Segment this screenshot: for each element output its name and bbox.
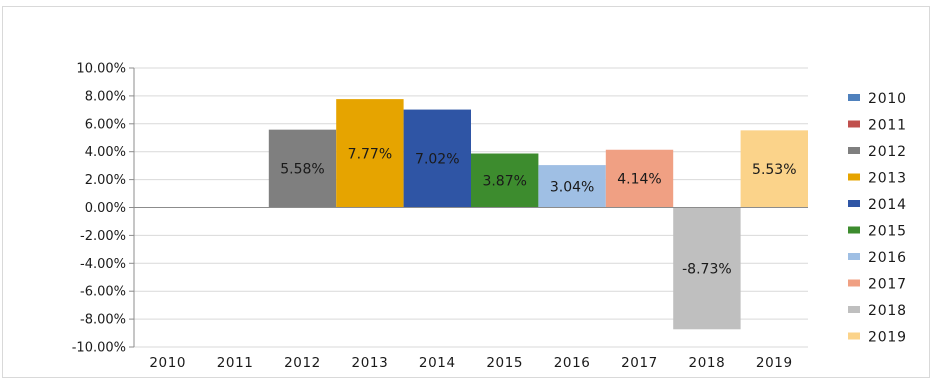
x-tick-label: 2018 — [689, 355, 726, 371]
x-tick-label: 2019 — [756, 355, 793, 371]
legend-label-2017: 2017 — [868, 277, 907, 293]
data-label-2019: 5.53% — [752, 162, 796, 178]
bar-2017 — [605, 149, 674, 208]
data-labels: 5.58% 7.77% 7.02% 3.87% 3.04% 4.14% -8.73% 5.53… — [280, 146, 796, 277]
bar-2016 — [538, 165, 606, 208]
bar-2013 — [336, 99, 404, 208]
bar-2015 — [471, 153, 539, 208]
legend-label-2016: 2016 — [868, 250, 907, 266]
data-label-2013: 7.77% — [348, 146, 392, 162]
legend-swatch-2012 — [848, 147, 860, 154]
y-tick-label: -4.00% — [80, 257, 126, 272]
x-tick-label: 2013 — [352, 355, 389, 371]
x-tick-label: 2016 — [554, 355, 591, 371]
x-tick-label: 2012 — [284, 355, 321, 371]
legend-label-2019: 2019 — [868, 330, 907, 346]
y-tick-label: -6.00% — [80, 285, 126, 300]
legend-swatch-2014 — [848, 200, 860, 207]
legend-label-2014: 2014 — [868, 197, 907, 213]
y-tick-label: -8.00% — [80, 313, 126, 328]
legend-swatch-2018 — [848, 306, 860, 313]
y-tick-label: -2.00% — [80, 229, 126, 244]
legend-swatch-2015 — [848, 226, 860, 234]
y-tick-label: 2.00% — [85, 173, 126, 188]
y-tick-label: 8.00% — [85, 89, 126, 104]
x-tick-label: 2011 — [217, 355, 254, 371]
bars — [268, 99, 808, 330]
legend-swatch-2013 — [848, 173, 860, 181]
data-label-2012: 5.58% — [280, 162, 324, 178]
data-label-2018: -8.73% — [682, 261, 732, 277]
legend-label-2013: 2013 — [868, 171, 907, 187]
x-tick-label: 2010 — [149, 355, 186, 371]
y-tick-label: 4.00% — [85, 145, 126, 160]
bar-2019 — [740, 130, 808, 208]
data-label-2016: 3.04% — [550, 179, 594, 195]
y-tick-label: 0.00% — [85, 201, 126, 216]
y-axis: 10.00% 8.00% 6.00% 4.00% 2.00% 0.00% -2.00% -4.… — [72, 62, 135, 356]
legend-swatch-2017 — [848, 279, 860, 287]
y-tick-label: 6.00% — [85, 117, 126, 132]
bar-2014 — [403, 109, 471, 208]
legend-swatch-2011 — [848, 120, 860, 128]
legend-label-2012: 2012 — [868, 144, 907, 160]
data-label-2015: 3.87% — [482, 174, 526, 190]
legend-swatch-2016 — [848, 253, 860, 260]
legend: 2010 2011 2012 2013 2014 2015 2016 2017 2018 2019 — [848, 91, 907, 346]
bar-2012 — [268, 129, 337, 208]
legend-swatch-2010 — [848, 94, 860, 101]
legend-label-2015: 2015 — [868, 224, 907, 240]
x-tick-label: 2017 — [621, 355, 658, 371]
x-axis: 2010 2011 2012 2013 2014 2015 2016 2017 2018 2019 — [149, 355, 792, 371]
x-tick-label: 2014 — [419, 355, 456, 371]
legend-swatch-2019 — [848, 332, 860, 340]
legend-label-2011: 2011 — [868, 118, 907, 134]
legend-label-2010: 2010 — [868, 91, 907, 107]
legend-label-2018: 2018 — [868, 303, 907, 319]
data-label-2014: 7.02% — [415, 152, 459, 168]
x-tick-label: 2015 — [486, 355, 523, 371]
data-label-2017: 4.14% — [617, 172, 661, 188]
bar-2018 — [673, 207, 741, 330]
y-tick-label: -10.00% — [72, 341, 126, 356]
y-tick-label: 10.00% — [76, 62, 126, 77]
